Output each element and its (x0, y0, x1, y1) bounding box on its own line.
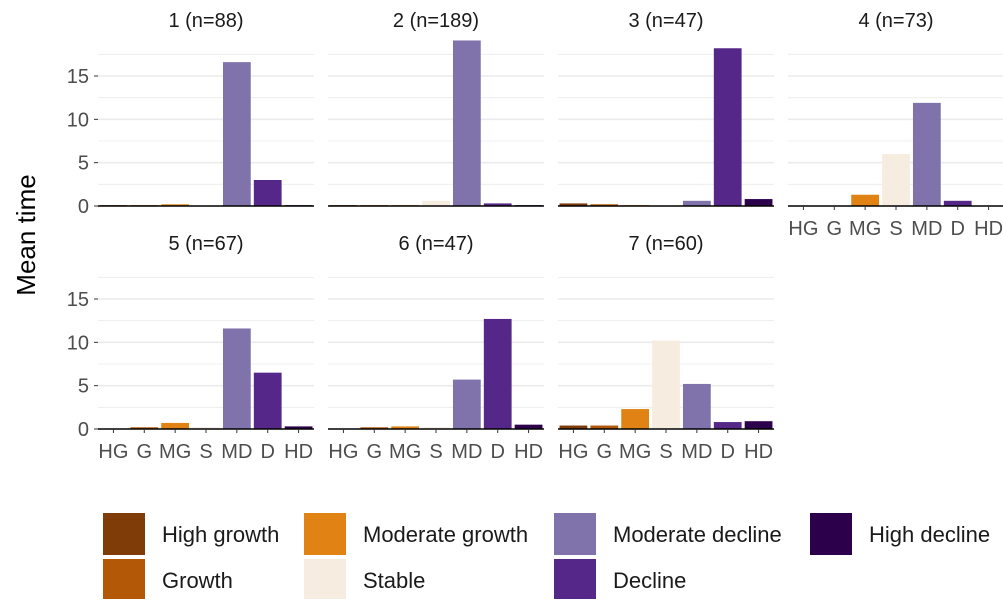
x-tick-label: MG (849, 218, 881, 240)
x-tick-label: MG (159, 441, 191, 463)
bar-s (882, 154, 910, 206)
bar-s (652, 341, 680, 429)
bar-md (913, 103, 941, 206)
bar-d (714, 48, 742, 206)
panel-title: 5 (n=67) (168, 233, 243, 255)
x-tick-label: HG (98, 441, 128, 463)
x-tick-label: S (429, 441, 442, 463)
y-tick-label: 5 (78, 376, 89, 398)
x-tick-label: HG (328, 441, 358, 463)
y-tick-label: 0 (78, 196, 89, 218)
legend-swatch-s (304, 559, 346, 599)
bar-mg (851, 195, 879, 206)
x-tick-label: G (597, 441, 613, 463)
bar-mg (161, 423, 189, 429)
panel-title: 4 (n=73) (858, 10, 933, 32)
bar-mg (621, 409, 649, 429)
panel-title: 6 (n=47) (398, 233, 473, 255)
panel-title: 1 (n=88) (168, 10, 243, 32)
legend-swatch-g (103, 559, 145, 599)
legend-label: High growth (162, 522, 279, 547)
y-tick-label: 15 (67, 66, 89, 88)
x-tick-label: MD (451, 441, 482, 463)
bar-md (453, 40, 481, 206)
bar-d (484, 319, 512, 429)
x-tick-label: HG (558, 441, 588, 463)
y-tick-label: 15 (67, 289, 89, 311)
legend-swatch-md (554, 513, 596, 555)
x-tick-label: G (367, 441, 383, 463)
x-tick-label: S (889, 218, 902, 240)
bar-hd (745, 421, 773, 429)
y-axis-title: Mean time (11, 174, 41, 295)
legend-swatch-hg (103, 513, 145, 555)
legend-label: Moderate decline (613, 522, 782, 547)
bar-d (714, 422, 742, 429)
x-tick-label: MD (221, 441, 252, 463)
legend-swatch-d (554, 559, 596, 599)
x-tick-label: HG (788, 218, 818, 240)
y-tick-label: 0 (78, 419, 89, 441)
x-tick-label: D (260, 441, 274, 463)
x-tick-label: MD (911, 218, 942, 240)
bar-d (254, 373, 282, 429)
x-tick-label: D (490, 441, 504, 463)
x-tick-label: G (137, 441, 153, 463)
x-tick-label: HD (744, 441, 773, 463)
bar-md (453, 380, 481, 429)
legend-label: Moderate growth (363, 522, 528, 547)
x-tick-label: HD (514, 441, 543, 463)
panel-title: 7 (n=60) (628, 233, 703, 255)
legend-label: High decline (869, 522, 990, 547)
y-tick-label: 10 (67, 332, 89, 354)
bar-md (223, 62, 251, 206)
x-tick-label: MG (389, 441, 421, 463)
x-tick-label: HD (974, 218, 1003, 240)
bar-md (223, 328, 251, 429)
bar-md (683, 384, 711, 429)
legend-swatch-hd (810, 513, 852, 555)
y-tick-label: 5 (78, 153, 89, 175)
bar-hd (745, 199, 773, 206)
y-tick-label: 10 (67, 109, 89, 131)
legend-swatch-mg (304, 513, 346, 555)
x-tick-label: S (659, 441, 672, 463)
x-tick-label: S (199, 441, 212, 463)
x-tick-label: D (720, 441, 734, 463)
legend-label: Stable (363, 568, 425, 593)
x-tick-label: G (827, 218, 843, 240)
legend-label: Decline (613, 568, 686, 593)
x-tick-label: HD (284, 441, 313, 463)
bar-d (254, 180, 282, 206)
legend-label: Growth (162, 568, 233, 593)
panel-title: 3 (n=47) (628, 10, 703, 32)
panel-title: 2 (n=189) (393, 10, 479, 32)
x-tick-label: MG (619, 441, 651, 463)
x-tick-label: D (950, 218, 964, 240)
x-tick-label: MD (681, 441, 712, 463)
